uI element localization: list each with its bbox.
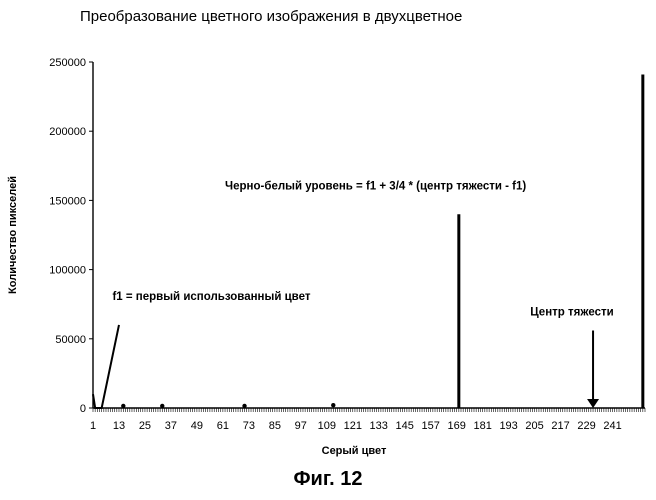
x-axis-label: Серый цвет <box>322 445 387 457</box>
x-tick-label: 37 <box>165 420 177 432</box>
x-tick-label: 133 <box>370 420 388 432</box>
y-tick-label: 150000 <box>49 195 86 207</box>
x-tick-label: 241 <box>603 420 621 432</box>
chart-annotations: f1 = первый использованный цвет Черно-бел… <box>112 180 613 318</box>
chart-annotation: Центр тяжести <box>530 306 613 318</box>
data-marker <box>160 404 164 408</box>
x-tick-label: 205 <box>525 420 543 432</box>
x-tick-label: 13 <box>113 420 125 432</box>
y-tick-label: 200000 <box>49 126 86 138</box>
y-tick-label: 250000 <box>49 57 86 69</box>
y-tick-label: 0 <box>80 403 86 415</box>
x-tick-label: 61 <box>217 420 229 432</box>
y-tick-label: 100000 <box>49 265 86 277</box>
chart-axes <box>93 62 645 408</box>
x-tick-label: 181 <box>473 420 491 432</box>
x-tick-label: 229 <box>577 420 595 432</box>
data-marker <box>121 404 125 408</box>
chart-annotation: Черно-белый уровень = f1 + 3/4 * (центр … <box>225 180 526 192</box>
x-tick-label: 109 <box>318 420 336 432</box>
x-tick-label: 169 <box>447 420 465 432</box>
x-tick-label: 1 <box>90 420 96 432</box>
x-tick-label: 145 <box>396 420 414 432</box>
data-marker <box>331 403 335 407</box>
chart-marks <box>93 74 643 408</box>
y-axis-label: Количество пикселей <box>7 176 19 294</box>
series-line <box>93 325 119 408</box>
y-tick-label: 50000 <box>55 334 86 346</box>
x-tick-label: 73 <box>243 420 255 432</box>
figure-caption: Фиг. 12 <box>0 468 656 491</box>
chart-plot: 0 50000 100000 150000 200000 250000 1 13 25 37 49… <box>0 0 656 470</box>
x-tick-label: 49 <box>191 420 203 432</box>
y-axis-ticks: 0 50000 100000 150000 200000 250000 <box>49 57 93 415</box>
x-tick-label: 85 <box>269 420 281 432</box>
data-marker <box>242 404 246 408</box>
chart-annotation: f1 = первый использованный цвет <box>112 291 310 303</box>
x-tick-label: 157 <box>422 420 440 432</box>
x-tick-label: 25 <box>139 420 151 432</box>
x-tick-label: 217 <box>551 420 569 432</box>
arrow-head <box>587 399 599 408</box>
x-tick-label: 97 <box>295 420 307 432</box>
x-tick-label: 121 <box>344 420 362 432</box>
x-axis-ticks: 1 13 25 37 49 61 73 85 97 109 121 133 145 157 169 181 19… <box>90 408 645 432</box>
x-tick-label: 193 <box>499 420 517 432</box>
